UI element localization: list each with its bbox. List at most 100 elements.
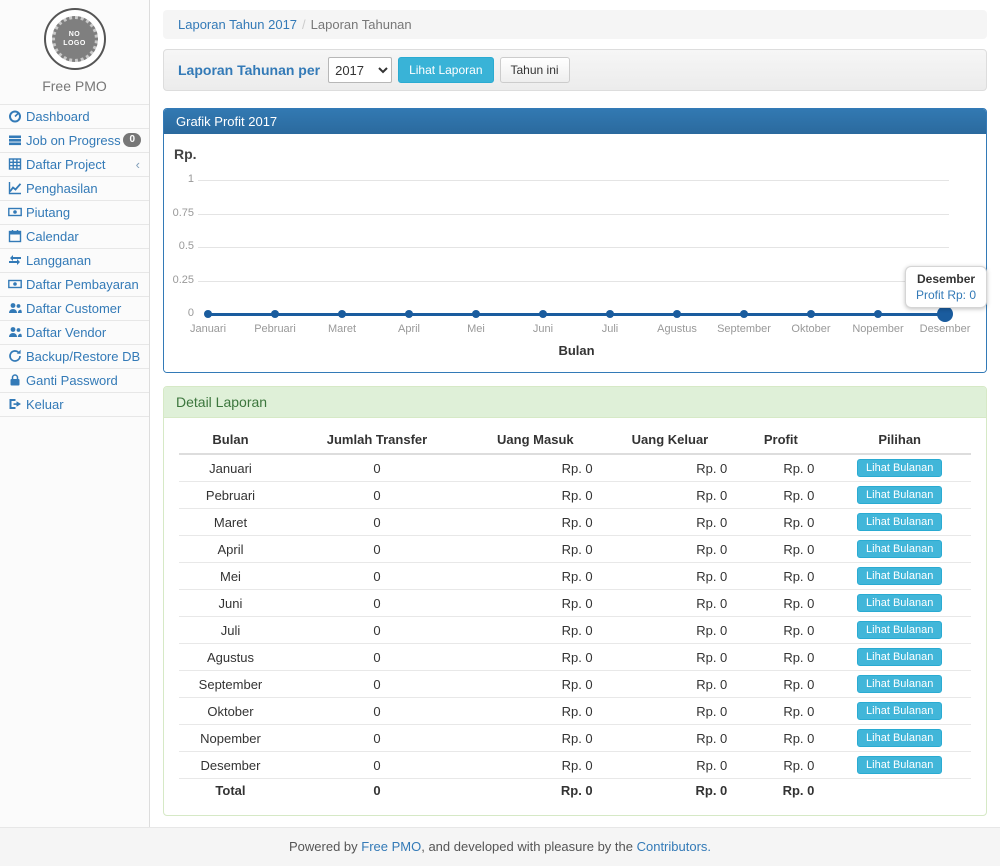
cell-profit: Rp. 0 (741, 616, 829, 644)
y-tick-label: 0.5 (178, 240, 194, 252)
cell-uang_keluar: Rp. 0 (606, 535, 742, 563)
year-select[interactable]: 2017 (328, 57, 393, 83)
data-point-mei[interactable] (472, 310, 480, 318)
breadcrumb: Laporan Tahun 2017 / Laporan Tahunan (163, 10, 987, 39)
logo-circle: NO LOGO (43, 8, 106, 70)
cell-bulan: Nopember (179, 724, 282, 752)
cell-profit: Rp. 0 (741, 751, 829, 779)
breadcrumb-link-laporan-tahun[interactable]: Laporan Tahun 2017 (178, 17, 298, 32)
cell-pilihan: Lihat Bulanan (828, 670, 971, 698)
table-total-row: Total 0 Rp. 0 Rp. 0 Rp. 0 (179, 778, 971, 803)
cell-bulan: Maret (179, 508, 282, 536)
x-tick-label: Mei (467, 323, 485, 335)
column-header-jumlah-transfer: Jumlah Transfer (281, 426, 473, 455)
chart-tooltip: Desember Profit Rp: 0 (905, 266, 988, 308)
free-pmo-link[interactable]: Free PMO (361, 839, 422, 854)
sidebar-item-langganan[interactable]: Langganan (0, 249, 149, 273)
sidebar-item-label: Calendar (26, 229, 79, 244)
cell-uang_keluar: Rp. 0 (606, 670, 742, 698)
data-point-desember[interactable] (937, 306, 953, 322)
profit-line (208, 313, 945, 316)
cell-jumlah_transfer: 0 (373, 460, 381, 476)
cell-pilihan: Lihat Bulanan (828, 481, 971, 509)
sidebar-item-label: Langganan (26, 253, 92, 268)
lihat-bulanan-button[interactable]: Lihat Bulanan (857, 486, 943, 504)
data-point-agustus[interactable] (673, 310, 681, 318)
cell-profit: Rp. 0 (741, 535, 829, 563)
total-jumlah_transfer: 0 (281, 778, 473, 803)
sidebar-item-daftar-pembayaran[interactable]: Daftar Pembayaran (0, 273, 149, 297)
total-uang_masuk: Rp. 0 (472, 778, 607, 803)
data-point-pebruari[interactable] (271, 310, 279, 318)
cell-jumlah_transfer: 0 (281, 616, 473, 644)
data-point-september[interactable] (740, 310, 748, 318)
detail-panel-body: Bulan Jumlah Transfer Uang Masuk Uang Ke… (164, 418, 986, 815)
cell-jumlah_transfer: 0 (281, 697, 473, 725)
lihat-bulanan-button[interactable]: Lihat Bulanan (857, 648, 943, 666)
column-header-pilihan: Pilihan (828, 426, 971, 455)
data-point-nopember[interactable] (874, 310, 882, 318)
sidebar-item-daftar-vendor[interactable]: Daftar Vendor (0, 321, 149, 345)
lihat-laporan-button[interactable]: Lihat Laporan (398, 57, 494, 83)
lihat-bulanan-button[interactable]: Lihat Bulanan (857, 459, 943, 477)
y-tick-label: 1 (187, 173, 194, 185)
lihat-bulanan-button[interactable]: Lihat Bulanan (857, 513, 943, 531)
cell-bulan: Desember (179, 751, 282, 779)
lihat-bulanan-button[interactable]: Lihat Bulanan (857, 540, 943, 558)
lock-icon (8, 373, 22, 387)
year-filter-panel: Laporan Tahunan per 2017 Lihat Laporan T… (163, 49, 987, 91)
contributors-link[interactable]: Contributors. (636, 839, 712, 854)
sidebar-item-backup-restore-db[interactable]: Backup/Restore DB (0, 345, 149, 369)
cell-jumlah_transfer: 0 (281, 535, 473, 563)
sidebar-item-ganti-password[interactable]: Ganti Password (0, 369, 149, 393)
sidebar: NO LOGO Free PMO Dashboard Job on Progre… (0, 0, 150, 827)
cell-profit: Rp. 0 (783, 460, 815, 476)
lihat-bulanan-button[interactable]: Lihat Bulanan (857, 567, 943, 585)
data-point-juni[interactable] (539, 310, 547, 318)
data-point-april[interactable] (405, 310, 413, 318)
sidebar-item-keluar[interactable]: Keluar (0, 393, 149, 417)
data-point-juli[interactable] (606, 310, 614, 318)
cell-uang_masuk: Rp. 0 (472, 697, 607, 725)
cell-bulan: Oktober (179, 697, 282, 725)
sidebar-item-label: Backup/Restore DB (26, 349, 141, 364)
x-tick-label: Pebruari (254, 323, 296, 335)
lihat-bulanan-button[interactable]: Lihat Bulanan (857, 702, 943, 720)
logo-text-line1: NO (68, 31, 81, 38)
lihat-bulanan-button[interactable]: Lihat Bulanan (857, 675, 943, 693)
lihat-bulanan-button[interactable]: Lihat Bulanan (857, 756, 943, 774)
cell-bulan: April (179, 535, 282, 563)
chevron-left-icon: ‹ (135, 157, 140, 172)
cell-profit: Rp. 0 (741, 508, 829, 536)
sidebar-item-penghasilan[interactable]: Penghasilan (0, 177, 149, 201)
lihat-bulanan-button[interactable]: Lihat Bulanan (857, 729, 943, 747)
tahun-ini-button[interactable]: Tahun ini (499, 57, 570, 83)
sidebar-item-piutang[interactable]: Piutang (0, 201, 149, 225)
sidebar-item-dashboard[interactable]: Dashboard (0, 105, 149, 129)
sidebar-item-label: Keluar (26, 397, 64, 412)
sidebar-item-job-on-progress[interactable]: Job on Progress 0 (0, 129, 149, 153)
sidebar-item-label: Daftar Project (26, 157, 106, 172)
lihat-bulanan-button[interactable]: Lihat Bulanan (857, 621, 943, 639)
cell-uang_keluar: Rp. 0 (606, 562, 742, 590)
report-table: Bulan Jumlah Transfer Uang Masuk Uang Ke… (179, 426, 971, 803)
data-point-maret[interactable] (338, 310, 346, 318)
sidebar-item-calendar[interactable]: Calendar (0, 225, 149, 249)
lihat-bulanan-button[interactable]: Lihat Bulanan (857, 594, 943, 612)
footer-prefix: Powered by (288, 839, 362, 854)
sidebar-item-label: Daftar Customer (26, 301, 122, 316)
sidebar-item-daftar-customer[interactable]: Daftar Customer (0, 297, 149, 321)
detail-panel-title: Detail Laporan (164, 387, 986, 418)
logo-text-line2: LOGO (63, 40, 86, 47)
cell-jumlah_transfer: 0 (281, 670, 473, 698)
sidebar-item-daftar-project[interactable]: Daftar Project ‹ (0, 153, 149, 177)
detail-table-body: Januari 0 Rp. 0 Rp. 0 Rp. 0 Lihat Bulanan Pebr… (179, 454, 971, 803)
data-point-oktober[interactable] (807, 310, 815, 318)
table-row: Pebruari 0 Rp. 0 Rp. 0 Rp. 0 Lihat Bulanan (179, 481, 971, 509)
sidebar-item-label: Job on Progress (26, 133, 121, 148)
cell-uang_keluar: Rp. 0 (606, 724, 742, 752)
cell-uang_masuk: Rp. 0 (561, 460, 593, 476)
cell-uang_masuk: Rp. 0 (472, 616, 607, 644)
data-point-januari[interactable] (204, 310, 212, 318)
cell-pilihan: Lihat Bulanan (828, 751, 971, 779)
